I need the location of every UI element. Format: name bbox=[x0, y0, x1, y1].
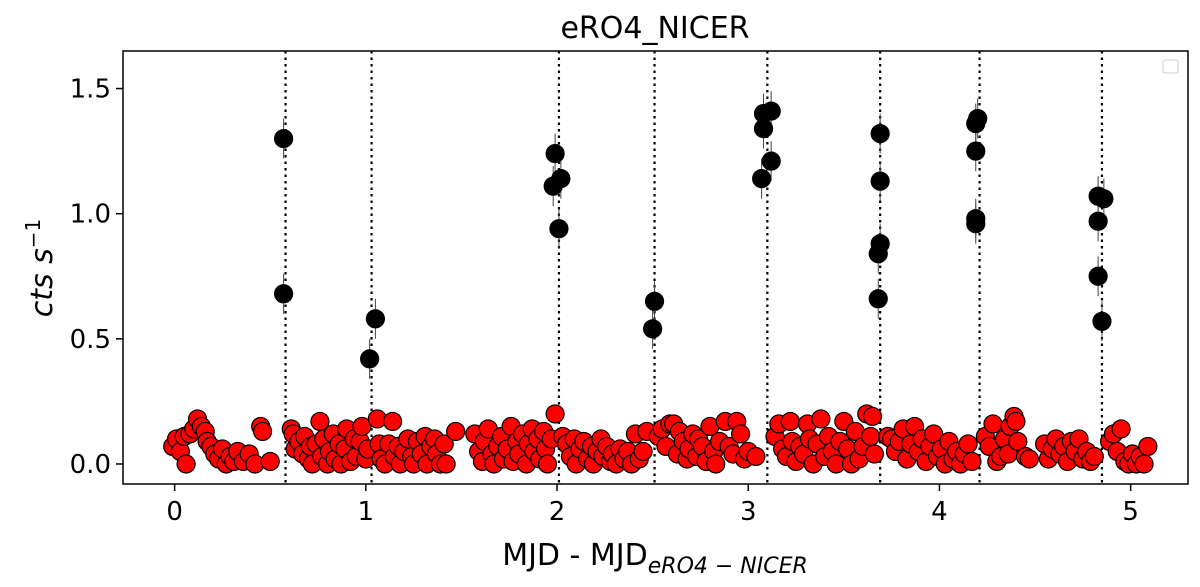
x-axis-ticks: 0 1 2 3 4 5 bbox=[166, 484, 1139, 527]
x-axis-title: MJD - MJDeRO4 − NICER bbox=[502, 538, 808, 579]
x-tick-label: 5 bbox=[1122, 497, 1139, 527]
red-data-point bbox=[252, 421, 273, 442]
red-data-point bbox=[1111, 419, 1131, 439]
x-axis-title-subscript: eRO4 − NICER bbox=[648, 554, 808, 579]
legend-box bbox=[1162, 59, 1179, 74]
red-data-point bbox=[983, 414, 1003, 434]
black-data-point bbox=[966, 214, 986, 234]
black-data-point bbox=[761, 151, 781, 171]
red-data-point bbox=[352, 416, 372, 437]
x-tick-label: 3 bbox=[740, 497, 757, 527]
black-data-point bbox=[753, 118, 774, 139]
error-bars-layer bbox=[283, 91, 1105, 379]
x-tick-label: 1 bbox=[358, 497, 375, 527]
red-data-point bbox=[1138, 436, 1158, 457]
x-axis-title-main: MJD - MJD bbox=[502, 538, 648, 573]
y-tick-label: 1.5 bbox=[70, 75, 111, 105]
black-data-point bbox=[365, 309, 385, 329]
y-axis-ticks: 0.0 0.5 1.0 1.5 bbox=[70, 75, 123, 480]
x-tick-label: 2 bbox=[549, 497, 566, 527]
black-data-point bbox=[752, 169, 772, 189]
red-data-point bbox=[436, 454, 456, 474]
x-tick-label: 0 bbox=[166, 497, 183, 527]
red-data-point bbox=[706, 454, 726, 474]
y-axis-title-main: cts s bbox=[25, 248, 60, 317]
red-data-point bbox=[260, 451, 280, 472]
black-data-point bbox=[360, 349, 380, 369]
black-data-point bbox=[868, 289, 888, 309]
plot-area-frame bbox=[122, 50, 1189, 485]
red-data-point bbox=[1084, 446, 1104, 467]
red-data-point bbox=[924, 424, 944, 444]
black-data-point bbox=[870, 171, 890, 191]
red-data-point bbox=[537, 454, 558, 474]
x-tick-label: 4 bbox=[931, 497, 948, 527]
red-data-point bbox=[746, 446, 766, 467]
black-data-point bbox=[274, 129, 294, 149]
black-data-point bbox=[274, 284, 294, 304]
black-data-point bbox=[868, 244, 888, 264]
y-tick-label: 1.0 bbox=[70, 200, 111, 230]
red-data-point bbox=[811, 409, 831, 429]
points-layer bbox=[163, 101, 1158, 474]
red-data-point bbox=[958, 434, 978, 454]
red-data-point bbox=[1019, 449, 1039, 469]
red-data-point bbox=[962, 451, 982, 472]
chart-title: eRO4_NICER bbox=[560, 11, 749, 46]
black-data-point bbox=[1088, 211, 1108, 231]
red-data-point bbox=[1006, 411, 1026, 432]
red-data-point bbox=[1134, 454, 1154, 474]
red-data-point bbox=[176, 454, 196, 474]
black-data-point bbox=[545, 144, 565, 164]
black-data-point bbox=[966, 113, 986, 134]
black-data-point bbox=[870, 123, 890, 144]
y-tick-label: 0.5 bbox=[70, 325, 111, 355]
black-data-point bbox=[761, 101, 781, 121]
black-data-point bbox=[1088, 266, 1108, 286]
black-data-point bbox=[1092, 311, 1112, 331]
black-data-point bbox=[644, 291, 665, 311]
black-data-point bbox=[549, 219, 569, 239]
red-data-point bbox=[434, 434, 454, 454]
y-tick-label: 0.0 bbox=[70, 450, 111, 480]
red-data-point bbox=[382, 411, 403, 432]
red-data-point bbox=[1008, 431, 1028, 452]
red-data-point bbox=[780, 411, 800, 432]
y-axis-title: cts s−1 bbox=[21, 219, 60, 318]
y-axis-title-superscript: −1 bbox=[21, 219, 45, 248]
black-data-point bbox=[643, 319, 663, 339]
red-data-point bbox=[862, 406, 883, 427]
red-data-point bbox=[633, 441, 653, 462]
red-data-point bbox=[864, 444, 885, 464]
red-data-point bbox=[861, 426, 881, 447]
red-data-point bbox=[446, 421, 466, 442]
black-data-point bbox=[1094, 189, 1114, 209]
red-data-point bbox=[545, 404, 565, 424]
black-data-point bbox=[966, 141, 986, 161]
red-data-point bbox=[730, 424, 751, 444]
black-data-point bbox=[551, 169, 571, 189]
